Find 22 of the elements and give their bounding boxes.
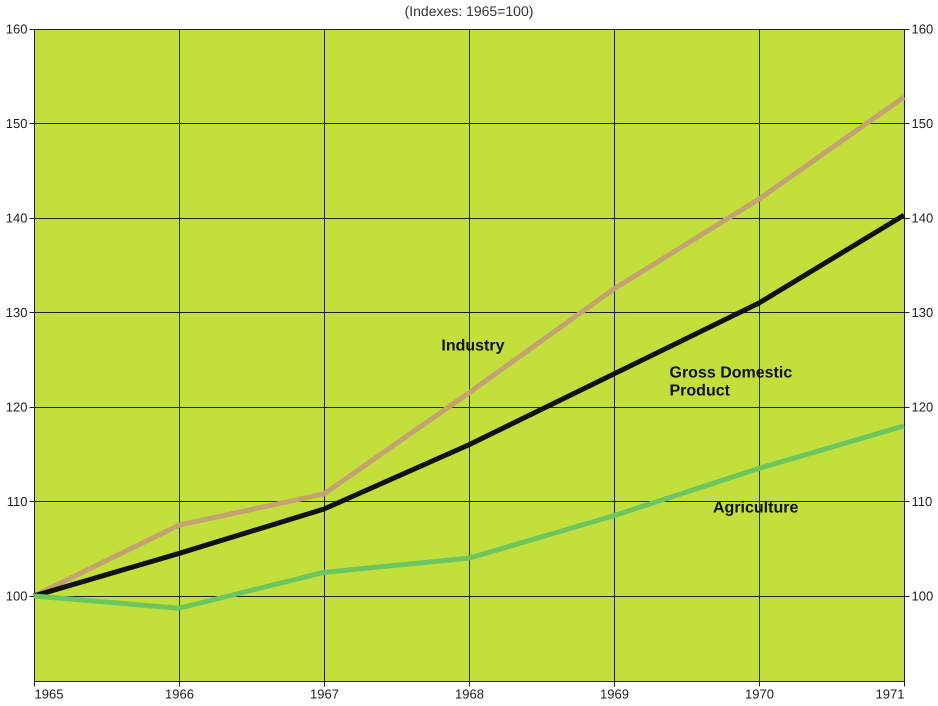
y-tick-label: 130 [6, 304, 28, 320]
y-tick-label: 160 [6, 22, 28, 36]
x-tick-label: 1968 [455, 686, 484, 702]
x-tick-label: 1969 [600, 686, 629, 702]
y2-tick-label: 130 [912, 304, 934, 320]
x-tick-label: 1966 [165, 686, 194, 702]
x-tick-label: 1971 [876, 686, 904, 702]
y2-tick-label: 150 [912, 116, 934, 131]
y-tick-label: 110 [6, 494, 28, 509]
x-tick-label: 1965 [34, 686, 64, 702]
y2-tick-label: 110 [912, 494, 932, 509]
x-tick-label: 1970 [745, 686, 774, 702]
x-tick-label: 1967 [310, 686, 339, 702]
y2-tick-label: 100 [912, 588, 934, 604]
chart-subtitle: (Indexes: 1965=100) [404, 3, 534, 19]
y2-tick-label: 160 [912, 22, 934, 36]
y-tick-label: 140 [6, 210, 28, 226]
y-tick-label: 120 [6, 399, 28, 414]
y2-tick-label: 140 [912, 210, 934, 226]
y-tick-label: 100 [6, 588, 28, 604]
y-tick-label: 150 [6, 116, 28, 131]
y2-tick-label: 120 [912, 399, 934, 414]
